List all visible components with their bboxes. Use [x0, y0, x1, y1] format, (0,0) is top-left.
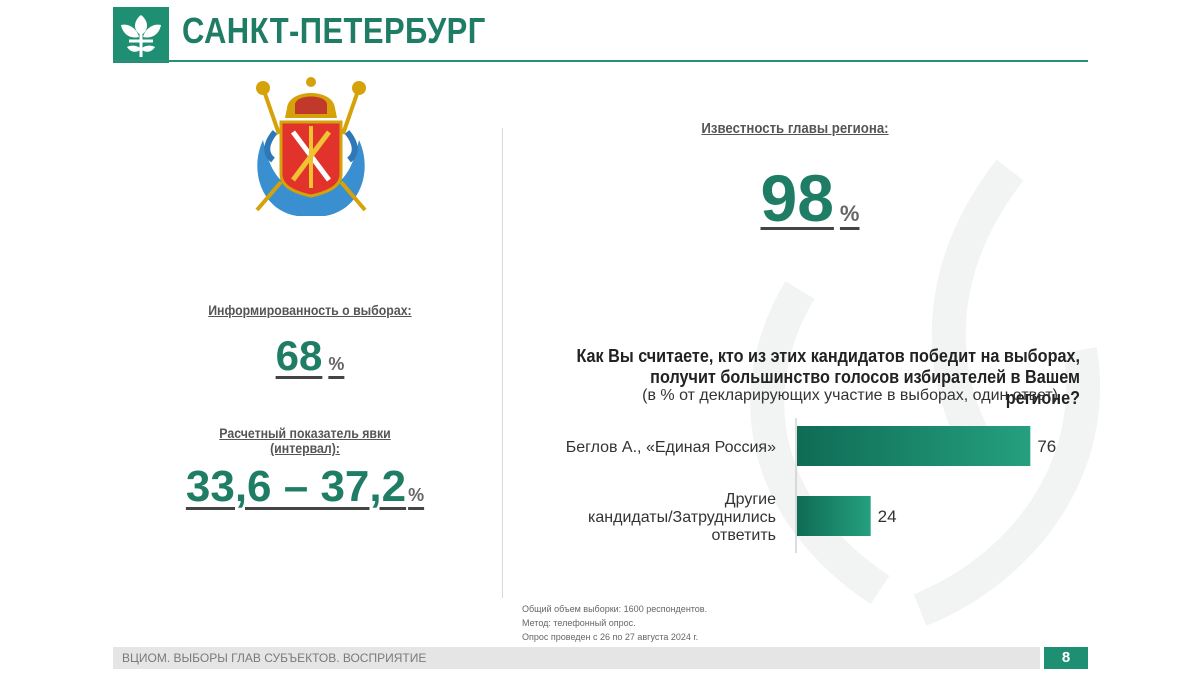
- awareness-unit: %: [839, 201, 860, 226]
- footnotes: Общий объем выборки: 1600 респондентов. …: [522, 602, 707, 644]
- bar-chart: 76 Беглов А., «Единая Россия» 24 Другие канд…: [566, 418, 1056, 553]
- informed-label: Информированность о выборах:: [208, 302, 412, 318]
- column-divider: [502, 128, 503, 598]
- bar-value-label-1: 24: [878, 507, 897, 526]
- footnote-sample: Общий объем выборки: 1600 респондентов.: [522, 604, 708, 614]
- category-label-0: Беглов А., «Единая Россия»: [566, 439, 776, 456]
- chart-question: Как Вы считаете, кто из этих кандидатов …: [576, 346, 1080, 408]
- bar-1: [797, 496, 871, 536]
- turnout-label: Расчетный показатель явки (интервал):: [219, 425, 391, 456]
- category-label-1: Другие кандидаты/Затруднились ответить: [588, 491, 776, 544]
- awareness-value-block: 98%: [740, 160, 880, 236]
- turnout-value-block: 33,6 – 37,2%: [170, 462, 440, 512]
- leaf-watermark-icon: [750, 159, 1100, 626]
- bar-0: [797, 426, 1031, 466]
- coat-of-arms-icon: [255, 77, 367, 216]
- tree-logo-icon: [121, 15, 161, 57]
- page-title: САНКТ-ПЕТЕРБУРГ: [182, 10, 486, 51]
- footnote-dates: Опрос проведен с 26 по 27 августа 2024 г…: [522, 632, 699, 642]
- bar-value-label-0: 76: [1037, 437, 1056, 456]
- awareness-value: 98: [760, 161, 834, 235]
- chart-question-note: (в % от декларирующих участие в выборах,…: [642, 387, 1058, 404]
- awareness-label: Известность главы региона:: [701, 120, 889, 137]
- turnout-unit: %: [408, 485, 425, 505]
- footer-bar: [113, 647, 1040, 669]
- title-divider: [113, 60, 1088, 62]
- informed-value: 68: [275, 332, 323, 379]
- page-number: 8: [1044, 647, 1088, 669]
- turnout-value: 33,6 – 37,2: [185, 462, 407, 511]
- informed-unit: %: [328, 354, 345, 374]
- informed-value-block: 68%: [255, 332, 365, 380]
- vciom-logo: [113, 7, 169, 63]
- footer-text: ВЦИОМ. Выборы глав субъектов. Восприятие: [122, 651, 427, 665]
- footnote-method: Метод: телефонный опрос.: [522, 618, 636, 628]
